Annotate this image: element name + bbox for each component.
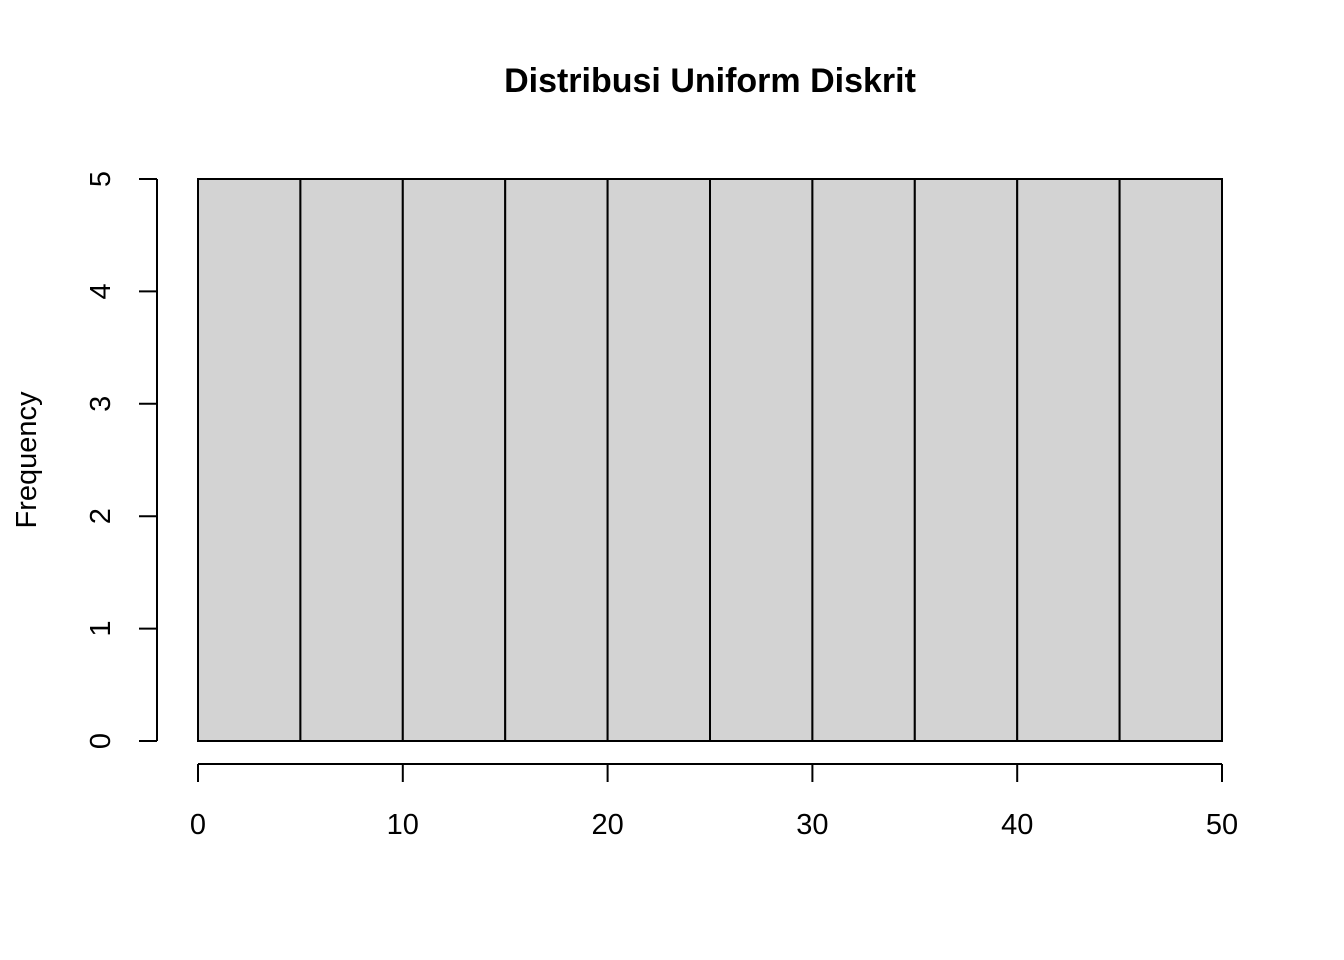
histogram-bar bbox=[401, 178, 507, 742]
x-tick-label: 0 bbox=[190, 809, 206, 841]
y-tick-label: 2 bbox=[85, 508, 117, 524]
y-axis-label: Frequency bbox=[11, 391, 43, 529]
histogram-bar bbox=[606, 178, 711, 742]
y-tick-label: 3 bbox=[85, 396, 117, 412]
histogram-bar bbox=[1016, 178, 1121, 742]
histogram-bar bbox=[1118, 178, 1223, 742]
histogram-bar bbox=[197, 178, 302, 742]
bars-group bbox=[197, 178, 1223, 742]
y-tick-label: 5 bbox=[85, 171, 117, 187]
histogram-bar bbox=[709, 178, 814, 742]
x-tick-label: 10 bbox=[387, 809, 419, 841]
x-axis: 0 10 20 30 40 50 bbox=[190, 763, 1238, 841]
x-tick-label: 40 bbox=[1001, 809, 1033, 841]
y-tick-label: 1 bbox=[85, 621, 117, 637]
y-tick-label: 0 bbox=[85, 733, 117, 749]
y-tick-label: 4 bbox=[85, 283, 117, 299]
y-axis: 0 1 2 3 4 5 bbox=[85, 171, 158, 749]
histogram-bar bbox=[504, 178, 609, 742]
x-tick-label: 30 bbox=[796, 809, 828, 841]
x-tick-label: 50 bbox=[1206, 809, 1238, 841]
histogram-bar bbox=[811, 178, 916, 742]
chart-title: Distribusi Uniform Diskrit bbox=[504, 62, 916, 100]
histogram-bar bbox=[299, 178, 404, 742]
histogram-bar bbox=[913, 178, 1019, 742]
x-tick-label: 20 bbox=[591, 809, 623, 841]
